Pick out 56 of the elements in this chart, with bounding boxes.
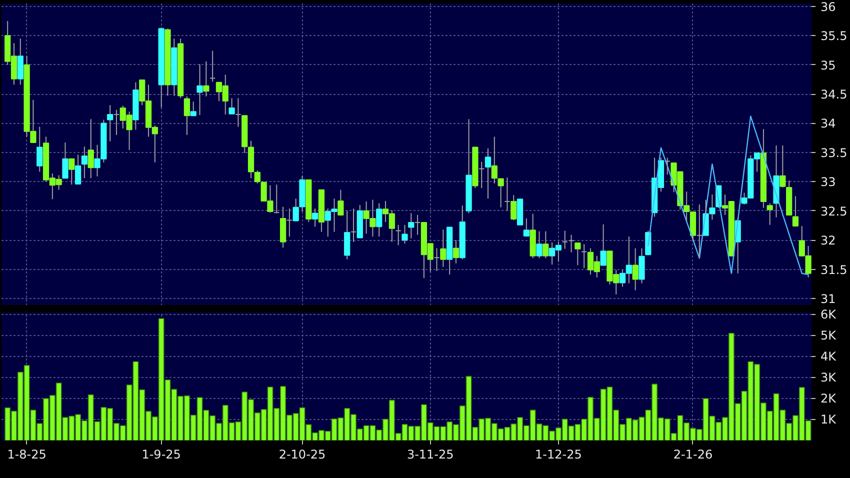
candlestick [581,244,588,269]
y-tick-label: 31 [820,292,836,306]
x-tick-label: 3-11-25 [406,448,454,462]
candlestick [434,248,440,272]
y-tick-label: 34 [820,116,836,131]
candlestick [113,109,120,136]
candlestick [562,230,568,250]
candlestick [414,214,421,236]
candlestick [132,82,139,130]
candlestick [210,50,216,82]
y-tick-label: 1K [820,412,838,427]
y-tick-label: 33.5 [820,146,848,160]
candlestick [203,60,210,97]
candlestick [478,161,485,189]
y-tick-label: 3K [820,370,838,385]
candlestick [17,38,24,86]
candlestick [350,208,357,242]
candlestick [402,224,408,244]
x-tick-label: 2-10-25 [278,448,326,462]
candlestick [171,38,178,96]
candlestick [459,205,466,260]
candlestick [81,146,88,179]
candlestick [452,240,460,264]
x-tick-label: 1-9-25 [142,448,181,462]
candlestick [568,234,574,253]
candlestick [395,224,402,246]
y-tick-label: 6K [820,308,838,322]
candlestick [760,128,767,208]
candlestick [632,248,638,291]
y-tick-label: 2K [820,392,838,406]
y-tick-label: 4K [820,350,838,364]
y-tick-label: 34.5 [820,88,848,102]
y-tick-label: 36 [820,0,836,14]
y-tick-label: 32 [820,234,836,248]
y-tick-label: 32.5 [820,204,848,218]
x-tick-label: 2-1-26 [673,448,713,462]
y-tick-label: 5K [820,328,838,343]
candlestick [312,208,318,228]
y-tick-label: 35 [820,58,836,72]
y-tick-label: 33 [820,175,836,190]
candlestick [664,157,670,176]
x-tick-label: 1-12-25 [535,448,582,462]
candlestick [164,28,171,96]
candlestick [88,118,94,179]
candlestick [638,248,645,284]
candlestick [36,126,43,172]
candlestick [504,177,510,212]
y-tick-label: 31.5 [820,262,848,277]
candlestick [196,64,203,116]
y-tick-label: 35.5 [820,29,848,44]
x-tick-label: 1-8-25 [7,448,46,462]
candlestick [484,148,492,200]
candlestick [696,204,702,259]
candlestick [286,208,292,238]
candlestick [235,98,242,128]
candlestick [376,202,382,238]
